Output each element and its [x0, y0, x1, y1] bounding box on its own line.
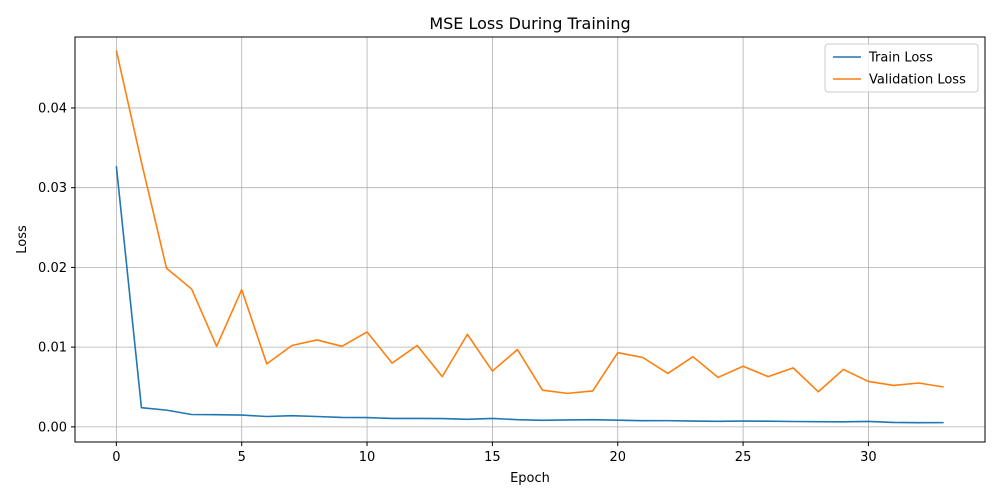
validation-loss-line — [115, 50, 944, 395]
legend: Train Loss Validation Loss — [824, 43, 979, 93]
x-tick-label: 25 — [735, 450, 752, 465]
y-tick-label: 0.04 — [38, 101, 67, 116]
train-loss-legend-label: Train Loss — [868, 51, 933, 66]
y-tick-label: 0.02 — [38, 261, 67, 276]
x-tick-label: 10 — [359, 450, 376, 465]
x-tick-label: 5 — [238, 450, 246, 465]
y-axis-title: Loss — [15, 225, 30, 254]
legend-items: Train Loss Validation Loss — [833, 51, 966, 88]
legend-box — [824, 43, 979, 93]
grid-layer — [75, 37, 985, 442]
plot-frame — [74, 36, 986, 443]
x-tick-label: 15 — [484, 450, 501, 465]
chart-title: MSE Loss During Training — [429, 14, 630, 33]
x-axis-title: Epoch — [510, 471, 550, 486]
validation-loss-legend-label: Validation Loss — [869, 73, 966, 88]
x-tick-label: 30 — [860, 450, 877, 465]
x-tick-label: 0 — [112, 450, 120, 465]
y-tick-label: 0.01 — [38, 341, 67, 356]
x-tick-label: 20 — [609, 450, 626, 465]
y-tick-label: 0.03 — [38, 181, 67, 196]
y-tick-label: 0.00 — [38, 420, 67, 435]
ticks-layer: 0 5 10 15 20 25 30 0.00 0.01 0.02 0.03 0.04 — [38, 101, 877, 465]
series-layer — [115, 50, 944, 424]
train-loss-line — [115, 166, 944, 424]
